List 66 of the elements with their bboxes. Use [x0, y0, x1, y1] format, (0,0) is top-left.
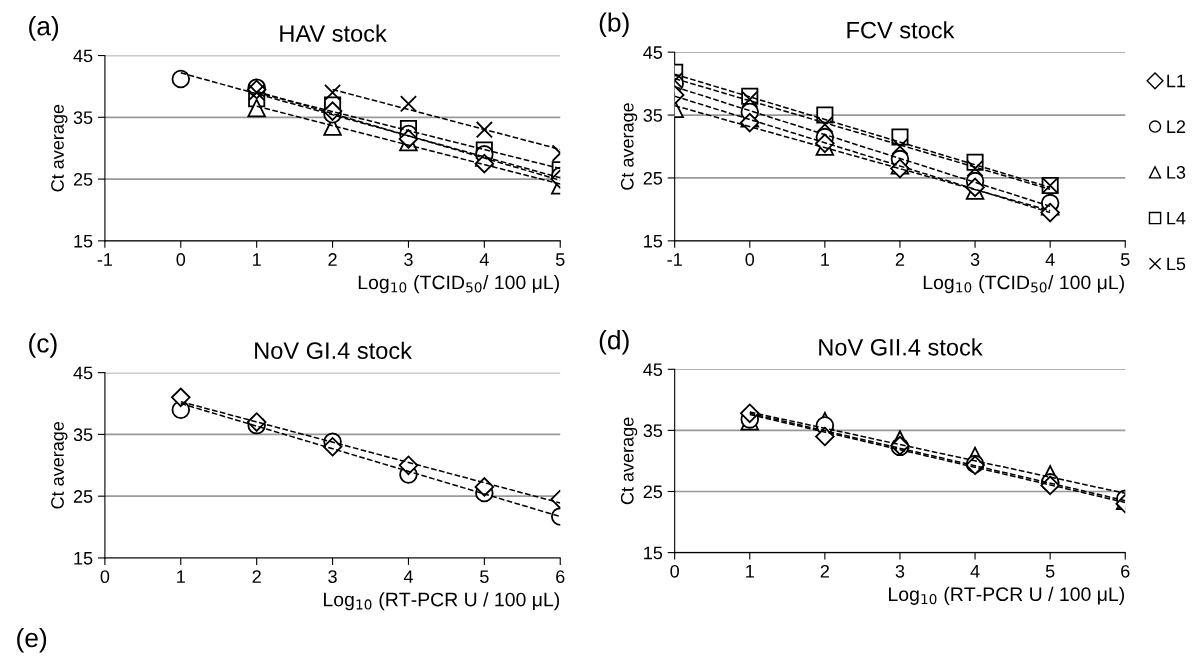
x-tick-label: -1 [97, 253, 113, 266]
x-tick-label: 5 [1120, 253, 1130, 266]
x-tick-label: 6 [556, 570, 565, 584]
y-tick-label: 35 [643, 109, 663, 122]
x-tick-label: 2 [328, 253, 337, 266]
text: (c) [29, 333, 57, 358]
x-tick-label: 0 [176, 253, 186, 266]
y-tick-label: 25 [73, 173, 93, 186]
x-tick-label: 4 [479, 253, 489, 266]
x-tick-label: 1 [253, 253, 261, 266]
x-tick-label: 0 [670, 564, 679, 578]
y-tick-label: 25 [73, 490, 93, 503]
x-axis-title: Log$_{10}$ (RT-PCR U / 100 μL) [889, 586, 1125, 605]
y-axis-title: Ct average [620, 103, 638, 190]
y-tick-label: 25 [643, 171, 663, 185]
y-tick-label: 15 [74, 234, 93, 248]
text: (e) [17, 627, 47, 653]
x-tick-label: 3 [404, 253, 413, 266]
x-tick-label: 4 [403, 570, 413, 583]
x-tick-label: 3 [895, 564, 905, 578]
x-axis-title: Log$_{10}$ (TCID$_{50}$/ 100 μL) [358, 275, 559, 294]
x-tick-label: 1 [821, 253, 829, 266]
y-axis-title: Ct average [620, 417, 638, 505]
y-tick-label: 45 [73, 49, 93, 63]
x-tick-label: 5 [555, 253, 565, 266]
y-tick-label: 35 [73, 428, 93, 442]
x-tick-label: 1 [746, 565, 754, 578]
x-tick-label: 3 [328, 570, 337, 584]
x-tick-label: 5 [1045, 565, 1055, 578]
x-axis-title: Log$_{10}$ (RT-PCR U / 100 μL) [324, 592, 560, 611]
x-tick-label: 0 [100, 570, 110, 584]
chart-title: NoV GI.4 stock [255, 341, 412, 359]
y-axis-title: Ct average [51, 104, 68, 192]
legend-label: L1 [1167, 74, 1186, 88]
x-tick-label: 0 [745, 253, 755, 266]
y-axis-title: Ct average [51, 421, 68, 509]
text: (b) [599, 12, 629, 38]
x-tick-label: 6 [1121, 564, 1130, 578]
x-tick-label: 2 [895, 253, 905, 266]
y-tick-label: 35 [73, 111, 93, 125]
chart-title: NoV GII.4 stock [819, 338, 983, 356]
chart-title: HAV stock [280, 24, 387, 42]
text: (a) [29, 16, 59, 41]
legend-label: L5 [1167, 257, 1186, 271]
x-tick-label: -1 [667, 253, 682, 266]
x-tick-label: 2 [820, 564, 829, 578]
x-axis-title: Log$_{10}$ (TCID$_{50}$/ 100 μL) [923, 275, 1124, 294]
x-tick-label: 1 [177, 570, 185, 583]
x-tick-label: 4 [1045, 253, 1055, 266]
y-tick-label: 15 [644, 234, 663, 248]
y-tick-label: 45 [643, 363, 663, 377]
legend-label: L4 [1167, 211, 1186, 225]
x-tick-label: 3 [970, 253, 980, 266]
x-tick-label: 4 [970, 565, 980, 578]
legend-label: L2 [1167, 120, 1186, 133]
x-tick-label: 5 [480, 570, 489, 584]
y-tick-label: 45 [73, 366, 93, 380]
x-tick-label: 2 [252, 570, 261, 583]
y-tick-label: 25 [643, 485, 663, 499]
y-tick-label: 35 [643, 424, 663, 438]
y-tick-label: 45 [643, 46, 663, 59]
y-tick-label: 15 [74, 552, 93, 565]
y-tick-label: 15 [644, 546, 663, 560]
legend-label: L3 [1167, 166, 1186, 179]
text: (d) [599, 330, 629, 355]
chart-title: FCV stock [847, 21, 955, 39]
